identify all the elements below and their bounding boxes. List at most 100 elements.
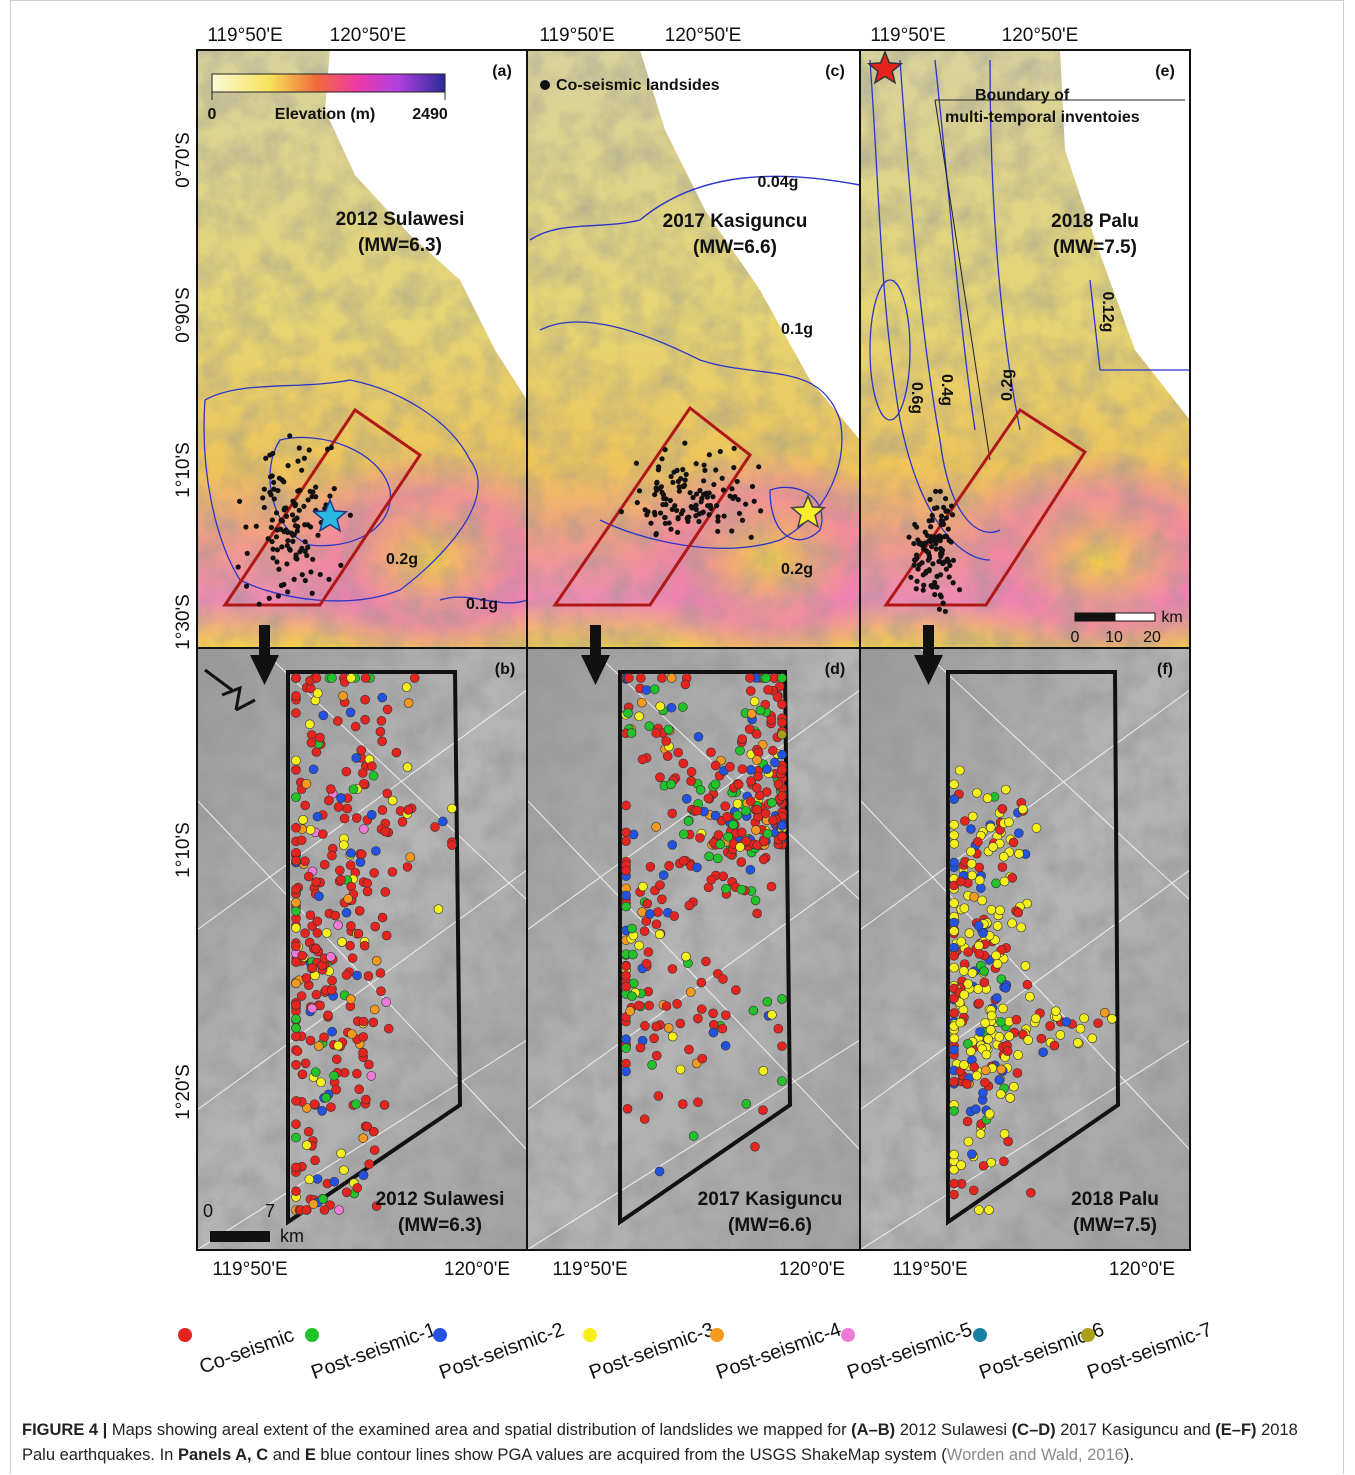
landslide-point [927,497,932,502]
landslide-point [637,698,646,707]
contour-label: 0.04g [758,174,799,191]
landslide-point [936,537,941,542]
landslide-point [746,797,755,806]
panel-label: (d) [825,661,845,678]
landslide-point [343,804,352,813]
landslide-point [661,496,666,501]
landslide-point [655,773,664,782]
landslide-point [975,876,984,885]
event-magnitude: (MW=6.3) [358,235,442,256]
landslide-point [364,1060,373,1069]
landslide-point [307,738,316,747]
landslide-point [333,717,342,726]
landslide-point [308,1004,317,1013]
landslide-point [311,1156,320,1165]
landslide-point [355,906,364,915]
contour-label: 0.2g [781,561,813,578]
landslide-point [663,447,668,452]
landslide-point [403,763,412,772]
landslide-point [1003,1047,1012,1056]
landslide-point [351,722,360,731]
left-tick-label: 0°70'S [173,132,194,188]
landslide-point [346,849,355,858]
landslide-point [359,825,368,834]
landslide-point [707,490,712,495]
landslide-point [260,495,265,500]
landslide-point [729,528,734,533]
landslide-point [271,480,276,485]
landslide-point [693,503,698,508]
landslide-point [377,716,386,725]
landslide-point [622,971,631,980]
landslide-point [378,693,387,702]
landslide-point [642,685,651,694]
landslide-point [622,1035,631,1044]
landslide-point [698,1054,707,1063]
top-tick-label: 119°50'E [870,25,945,46]
panel-label: (b) [495,661,515,678]
landslide-point [1004,1137,1013,1146]
landslide-point [914,525,919,530]
landslide-point [640,927,649,936]
landslide-point [962,1079,971,1088]
colorbar-label: 0 [208,106,217,123]
landslide-point [274,534,279,539]
landslide-point [237,499,242,504]
landslide-point [945,508,950,513]
landslide-point [1023,980,1032,989]
landslide-point [297,508,302,513]
landslide-point [363,887,372,896]
landslide-point [295,489,300,494]
landslide-point [636,1043,645,1052]
landslide-point [731,986,740,995]
caption-segment[interactable]: Worden and Wald, 2016 [947,1446,1124,1464]
landslide-point [398,817,407,826]
landslide-point [969,1186,978,1195]
landslide-point [292,1187,301,1196]
landslide-point [663,752,672,761]
landslide-point [947,574,952,579]
landslide-point [714,830,723,839]
landslide-point [1006,1093,1015,1102]
landslide-point [292,756,301,765]
landslide-point [715,514,720,519]
landslide-point [305,720,314,729]
bottom-tick-label: 119°50'E [212,1259,287,1280]
landslide-point [636,674,645,683]
caption-segment: 2012 Sulawesi [895,1421,1012,1439]
landslide-point [701,957,710,966]
landslide-point [938,572,943,577]
landslide-point [950,1190,959,1199]
landslide-point [921,583,926,588]
landslide-point [719,872,728,881]
landslide-point [404,699,413,708]
landslide-point [921,588,926,593]
landslide-point [972,1071,981,1080]
landslide-point [981,1066,990,1075]
landslide-point [915,537,920,542]
landslide-point [778,750,787,759]
bottom-tick-label: 119°50'E [892,1259,967,1280]
landslide-point [328,1027,337,1036]
landslide-point [686,988,695,997]
scale-label: 7 [265,1201,275,1221]
scale-label: 0 [203,1201,213,1221]
scale-label: 10 [1105,629,1123,646]
landslide-point [378,737,387,746]
landslide-point [652,512,657,517]
landslide-point [622,837,631,846]
landslide-point [950,927,959,936]
legend-label: Post-seismic-3 [586,1319,717,1385]
landslide-point [676,479,681,484]
landslide-point [297,836,306,845]
landslide-point [684,1045,693,1054]
landslide-point [324,1011,333,1020]
bottom-tick-label: 120°0'E [444,1259,510,1280]
colorbar [212,74,445,92]
landslide-point [648,521,653,526]
landslide-point [315,533,320,538]
landslide-point [313,1174,322,1183]
landslide-point [941,505,946,510]
landslide-point [310,1100,319,1109]
landslide-point [327,986,336,995]
